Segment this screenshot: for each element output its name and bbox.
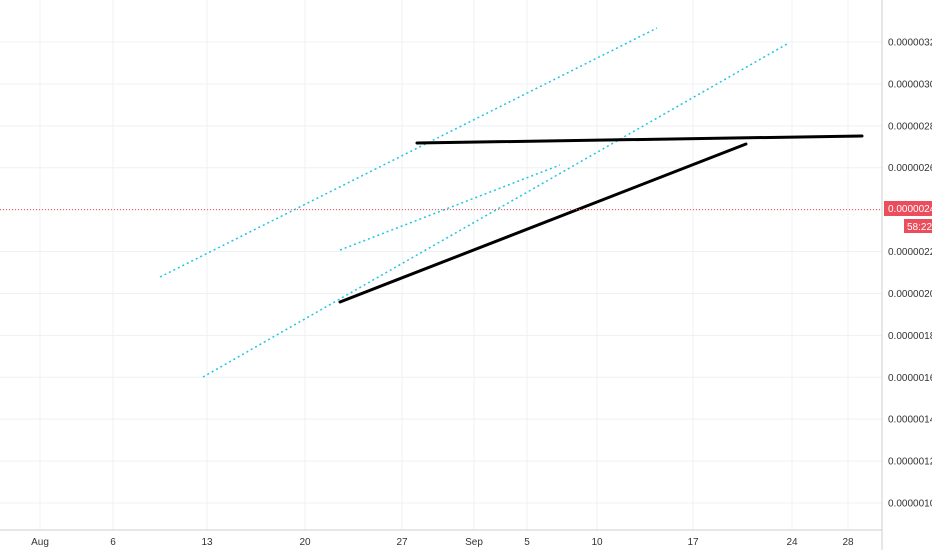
y-tick-label: 0.00000300 <box>888 79 932 90</box>
x-tick-label: 5 <box>524 537 530 548</box>
last-price-label: 0.00000240 <box>888 204 932 215</box>
y-tick-label: 0.00000140 <box>888 415 932 426</box>
last-price-badge: 0.00000240 <box>884 201 932 216</box>
y-tick-label: 0.00000220 <box>888 247 932 258</box>
x-tick-label: 13 <box>201 537 213 548</box>
x-tick-label: 6 <box>110 537 116 548</box>
x-tick-label: 28 <box>842 537 854 548</box>
channel-upper-top-line <box>159 27 658 278</box>
trend-channels <box>159 27 788 378</box>
countdown-label: 58:22 <box>907 222 932 233</box>
channel-inner-line <box>339 164 561 251</box>
x-tick-label: 24 <box>786 537 798 548</box>
y-tick-label: 0.00000280 <box>888 121 932 132</box>
trend-lines[interactable] <box>338 134 864 304</box>
y-tick-label: 0.00000200 <box>888 289 932 300</box>
x-tick-label: 17 <box>687 537 699 548</box>
x-axis-ticks: Aug 6 13 20 27 Sep 5 10 17 24 28 <box>31 537 854 548</box>
y-axis-ticks: 0.00000100 0.00000120 0.00000140 0.00000160… <box>888 38 932 510</box>
x-tick-label: Sep <box>465 537 483 548</box>
y-tick-label: 0.00000160 <box>888 373 932 384</box>
x-tick-label: 10 <box>591 537 603 548</box>
y-tick-label: 0.00000180 <box>888 331 932 342</box>
y-tick-label: 0.00000260 <box>888 163 932 174</box>
x-tick-label: 27 <box>396 537 408 548</box>
countdown-badge: 58:22 <box>904 219 932 233</box>
y-tick-label: 0.00000100 <box>888 499 932 510</box>
x-tick-label: 20 <box>299 537 311 548</box>
channel-upper-bottom-line <box>202 43 788 378</box>
support-trendline <box>338 142 748 304</box>
resistance-trendline <box>415 134 864 145</box>
x-tick-label: Aug <box>31 537 49 548</box>
grid-lines <box>0 0 882 530</box>
y-tick-label: 0.00000320 <box>888 38 932 49</box>
y-tick-label: 0.00000120 <box>888 457 932 468</box>
